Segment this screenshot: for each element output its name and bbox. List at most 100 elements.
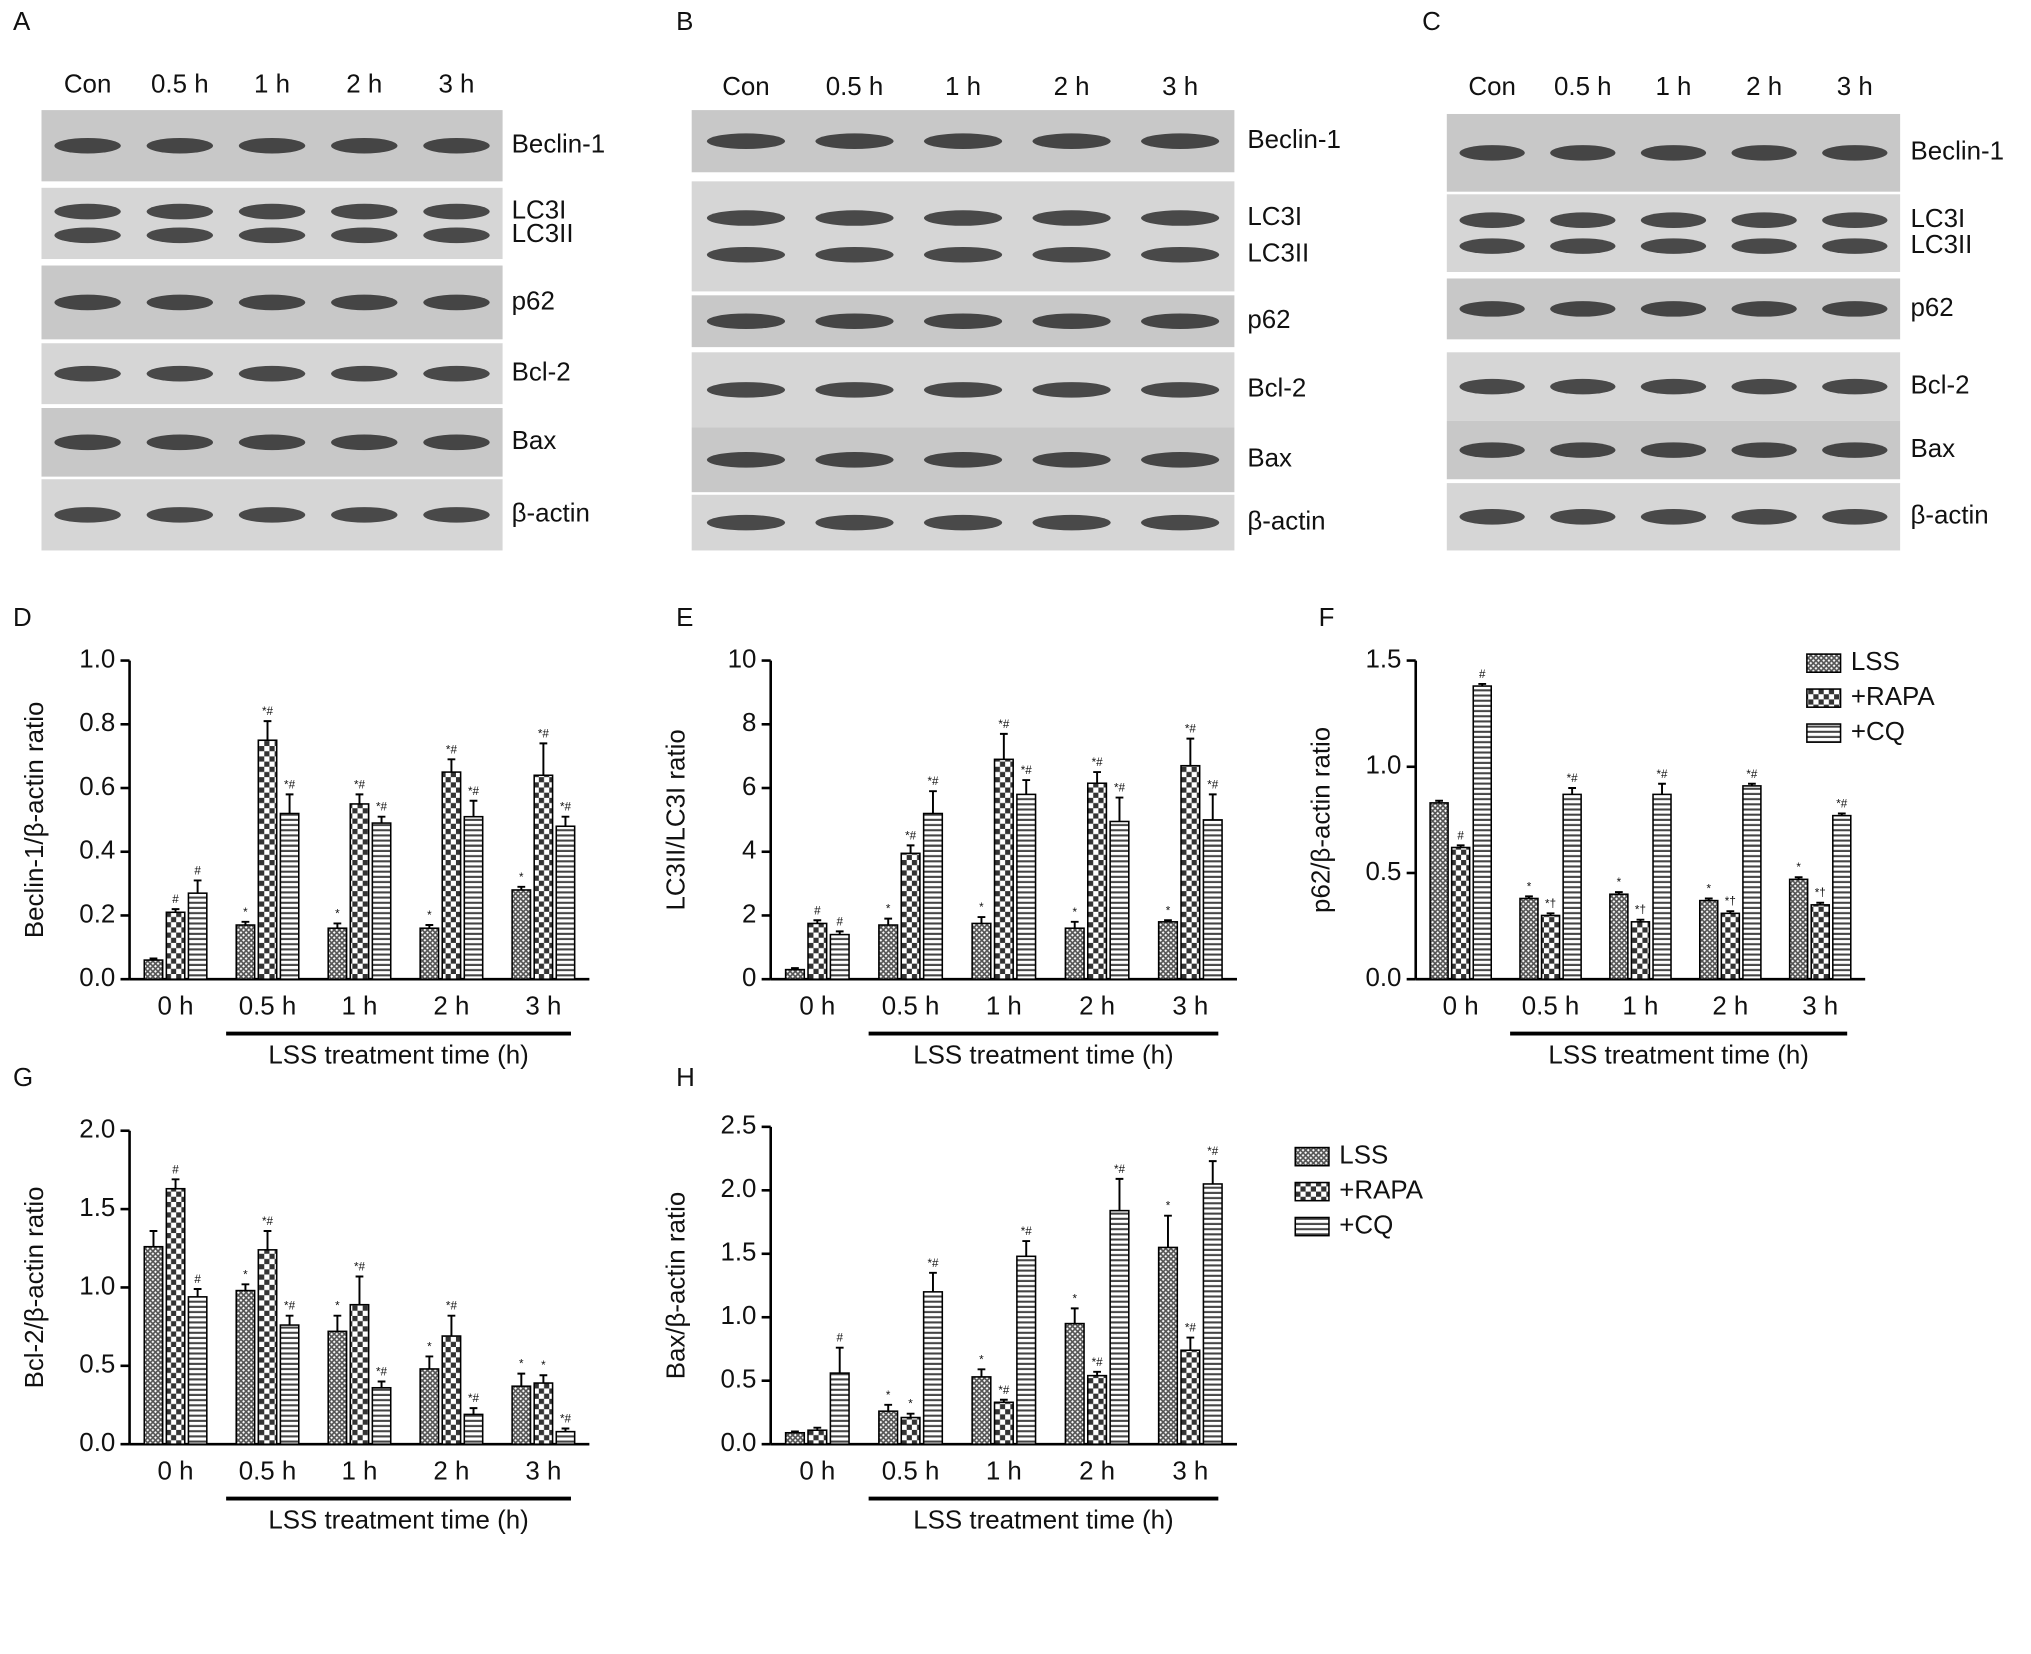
error-bar	[1525, 895, 1533, 899]
x-tick-label: 0 h	[1443, 993, 1479, 1021]
blot-band	[1032, 246, 1111, 263]
blot-band	[1141, 382, 1220, 398]
y-tick-label: 1.5	[720, 1239, 756, 1267]
significance-marker: *#	[1746, 768, 1758, 781]
bar	[1788, 878, 1809, 980]
lane-label: 1 h	[1655, 73, 1691, 101]
error-bar	[1115, 796, 1124, 822]
blot-band	[54, 365, 121, 382]
error-bar	[813, 1426, 822, 1431]
blot-band	[423, 365, 490, 382]
x-tick-label: 2 h	[1712, 993, 1748, 1021]
bar	[807, 1429, 828, 1445]
significance-marker: *	[1166, 1200, 1171, 1213]
x-tick-label: 0 h	[799, 1458, 835, 1486]
error-bar	[355, 793, 364, 804]
blot-band	[238, 294, 306, 311]
bar	[511, 889, 532, 980]
significance-marker: *	[908, 1398, 913, 1411]
blot-band	[1822, 509, 1888, 525]
x-tick-label: 2 h	[1079, 1458, 1115, 1486]
error-bar	[517, 885, 526, 890]
y-axis-label: p62/β-actin ratio	[1307, 727, 1335, 913]
error-bar	[906, 844, 915, 854]
bar	[279, 1324, 300, 1445]
bar	[878, 924, 899, 980]
lane-label: 3 h	[1837, 73, 1873, 101]
blot-band	[1141, 452, 1220, 468]
bar	[143, 959, 164, 980]
bar	[1810, 904, 1830, 980]
blot-band	[923, 210, 1003, 226]
x-tick-label: 0.5 h	[882, 993, 940, 1021]
protein-label: LC3II	[1910, 231, 1972, 259]
panel-label: D	[13, 604, 32, 632]
significance-marker: *†	[1815, 887, 1826, 900]
significance-marker: #	[194, 864, 201, 877]
blot-band	[923, 382, 1003, 398]
blot-band	[331, 137, 398, 154]
blot-band	[1459, 301, 1525, 317]
error-bar	[813, 919, 822, 924]
significance-marker: *†	[1635, 904, 1646, 917]
significance-marker: *#	[538, 727, 550, 740]
legend-swatch	[1294, 1146, 1330, 1167]
bar	[419, 1368, 440, 1445]
bar	[784, 1431, 806, 1445]
blot-band	[1459, 212, 1525, 228]
significance-marker: *	[1072, 906, 1077, 919]
bar	[1180, 764, 1201, 980]
error-bar	[791, 1430, 799, 1433]
bar	[1086, 1374, 1108, 1445]
bar	[1698, 899, 1719, 980]
bar	[1630, 921, 1651, 980]
significance-marker: *#	[1114, 1163, 1126, 1176]
blot-band	[1731, 378, 1797, 395]
error-bar	[469, 799, 478, 817]
blot-band	[1640, 301, 1707, 317]
x-tick-label: 0.5 h	[239, 1458, 297, 1486]
bar	[1562, 793, 1582, 980]
y-tick-label: 8	[742, 709, 756, 737]
blot-band	[1141, 313, 1220, 329]
x-axis-label: LSS treatment time (h)	[913, 1042, 1173, 1070]
protein-label: Beclin-1	[512, 131, 606, 159]
protein-label: Bax	[1247, 445, 1292, 473]
bar	[829, 933, 850, 980]
significance-marker: *	[541, 1359, 546, 1372]
blot-band	[331, 365, 398, 382]
error-bar	[1568, 787, 1577, 795]
error-bar	[561, 815, 570, 827]
bar	[1832, 814, 1852, 980]
blot-band	[1822, 378, 1888, 395]
blot-band	[1731, 301, 1797, 317]
blot-band	[923, 246, 1003, 263]
significance-marker: *#	[998, 1384, 1010, 1397]
blot-band	[1459, 145, 1525, 161]
legend-label: +CQ	[1851, 718, 1905, 746]
significance-marker: *	[979, 901, 984, 914]
panel-label: H	[676, 1064, 695, 1092]
protein-label: LC3I	[1910, 205, 1965, 233]
error-bar	[1208, 793, 1217, 820]
significance-marker: #	[194, 1273, 201, 1286]
blot-band	[923, 133, 1003, 149]
lane-label: 3 h	[438, 70, 474, 98]
bar	[829, 1372, 850, 1445]
blot-band	[331, 507, 398, 523]
error-bar	[1748, 782, 1756, 786]
blot-band	[1141, 210, 1220, 226]
significance-marker: *†	[1545, 897, 1556, 910]
bar	[1519, 897, 1539, 980]
blot-band	[923, 452, 1003, 468]
error-bar	[539, 1374, 548, 1384]
x-tick-label: 1 h	[986, 1458, 1022, 1486]
x-axis-label: LSS treatment time (h)	[268, 1507, 528, 1535]
error-bar	[1186, 737, 1195, 766]
x-tick-label: 3 h	[525, 1458, 561, 1486]
y-tick-label: 0.0	[720, 1429, 756, 1457]
significance-marker: *#	[446, 743, 458, 756]
error-bar	[791, 967, 799, 970]
y-tick-label: 1.0	[79, 645, 115, 673]
blot-band	[1550, 509, 1616, 525]
